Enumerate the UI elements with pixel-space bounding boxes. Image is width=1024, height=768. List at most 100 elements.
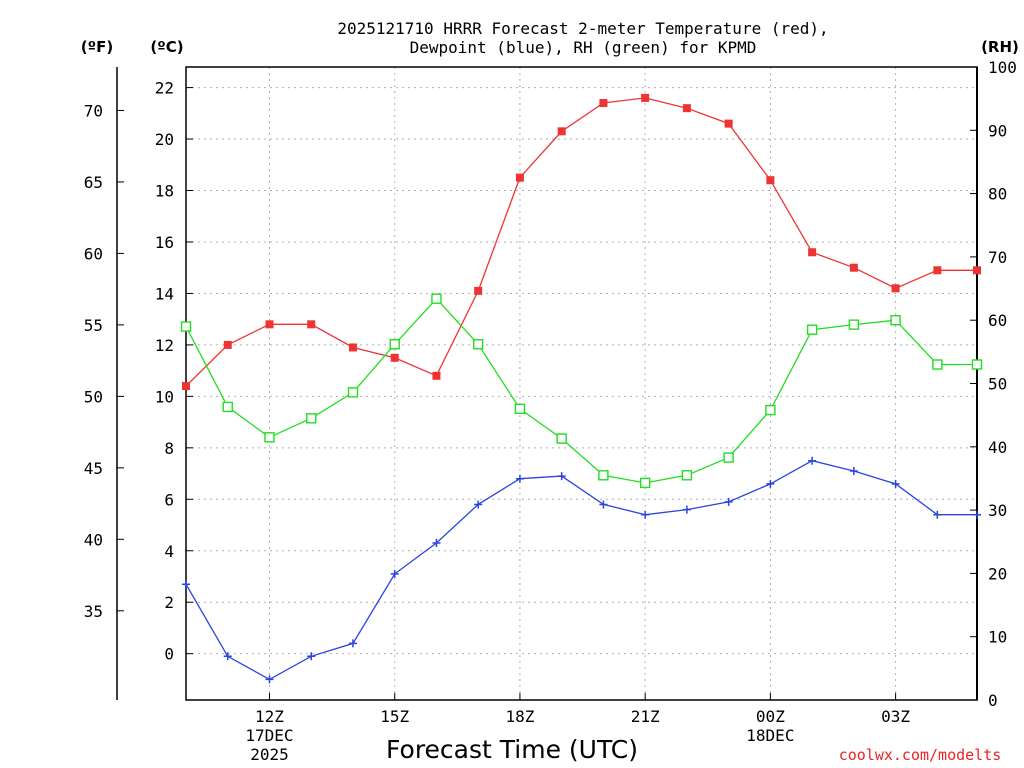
fahrenheit-tick-label: 60 [84,244,103,263]
temperature-point [307,320,316,329]
celsius-tick-label: 16 [155,233,174,252]
rh-tick-label: 40 [988,438,1007,457]
rh-tick-label: 20 [988,564,1007,583]
rh-line [185,297,977,484]
plot-area [180,93,983,684]
dewpoint-point [973,510,981,519]
celsius-tick-label: 8 [164,439,174,458]
celsius-tick-label: 4 [164,542,174,561]
series-rh [180,293,983,489]
temperature-point [682,104,691,113]
celsius-tick-label: 6 [164,490,174,509]
temperature-point [390,353,399,362]
rh-point [431,293,442,304]
celsius-tick-label: 10 [155,387,174,406]
temperature-line [185,97,977,387]
celsius-tick-label: 20 [155,130,174,149]
dewpoint-point [265,675,274,684]
rh-point [932,359,943,370]
fahrenheit-tick-label: 50 [84,387,103,406]
x-tick-label: 21Z [631,707,660,726]
rh-point [264,432,275,443]
dewpoint-point [515,474,524,483]
rh-tick-label: 70 [988,248,1007,267]
fahrenheit-tick-label: 65 [84,173,103,192]
x-tick-label: 18Z [505,707,534,726]
x-date-label: 2025 [250,745,289,764]
fahrenheit-unit-label: (ºF) [81,38,113,56]
chart-title: 2025121710 HRRR Forecast 2-meter Tempera… [337,19,828,38]
dewpoint-point [849,466,858,475]
dewpoint-point [724,497,733,506]
dewpoint-line [185,460,977,681]
temperature-point [724,119,733,128]
credit-text: coolwx.com/modelts [839,746,1002,764]
rh-point [765,404,776,416]
dewpoint-point [557,472,566,481]
rh-point [472,339,484,350]
dewpoint-point [766,479,775,488]
x-date-label: 17DEC [245,726,293,745]
rh-point [806,324,818,335]
dewpoint-point [348,639,357,648]
temperature-point [223,340,232,349]
temperature-point [933,266,942,275]
fahrenheit-tick-label: 55 [84,316,103,335]
rh-point [389,339,400,350]
dewpoint-point [641,510,650,519]
celsius-tick-label: 0 [164,645,174,664]
rh-tick-label: 30 [988,501,1007,520]
series-dewpoint [182,456,981,684]
rh-point [681,470,693,481]
temperature-point [973,266,981,275]
temperature-point [182,382,190,391]
fahrenheit-tick-label: 35 [84,602,103,621]
grid [186,67,977,700]
temperature-point [474,286,483,295]
temperature-point [348,343,357,352]
x-tick-label: 00Z [756,707,785,726]
fahrenheit-tick-label: 40 [84,530,103,549]
axis-ticks: 0 2 4 6 8 10 12 14 16 18 20 22 35 40 45 50 55 60 65 70 0 10 20… [84,58,1017,764]
rh-point [556,433,567,444]
dewpoint-point [808,456,817,465]
rh-point [180,321,192,332]
dewpoint-point [307,652,316,661]
temperature-point [808,248,817,257]
fahrenheit-tick-label: 45 [84,459,103,478]
dewpoint-point [682,505,691,514]
dewpoint-point [432,539,441,548]
axes [116,66,978,701]
x-tick-label: 15Z [380,707,409,726]
x-axis-label: Forecast Time (UTC) [386,735,638,764]
celsius-tick-label: 12 [155,336,174,355]
rh-tick-label: 100 [988,58,1017,77]
celsius-unit-label: (ºC) [150,38,183,56]
celsius-tick-label: 22 [155,79,174,98]
rh-tick-label: 90 [988,121,1007,140]
temperature-point [849,263,858,272]
rh-tick-label: 10 [988,628,1007,647]
dewpoint-point [474,500,483,509]
fahrenheit-tick-label: 70 [84,101,103,120]
dewpoint-point [891,479,900,488]
dewpoint-point [599,500,608,509]
rh-unit-label: (RH) [981,38,1019,56]
dewpoint-point [182,580,190,589]
rh-point [306,413,317,424]
rh-point [514,403,526,415]
temperature-point [891,284,900,293]
rh-point [347,387,359,398]
chart-subtitle: Dewpoint (blue), RH (green) for KPMD [410,38,757,57]
rh-point [848,319,860,330]
temperature-point [432,371,441,380]
rh-point [723,452,734,463]
celsius-tick-label: 14 [155,284,174,303]
rh-tick-label: 0 [988,691,998,710]
rh-tick-label: 50 [988,375,1007,394]
dewpoint-point [390,569,399,578]
rh-point [971,359,983,370]
celsius-tick-label: 18 [155,182,174,201]
temperature-point [599,99,608,108]
